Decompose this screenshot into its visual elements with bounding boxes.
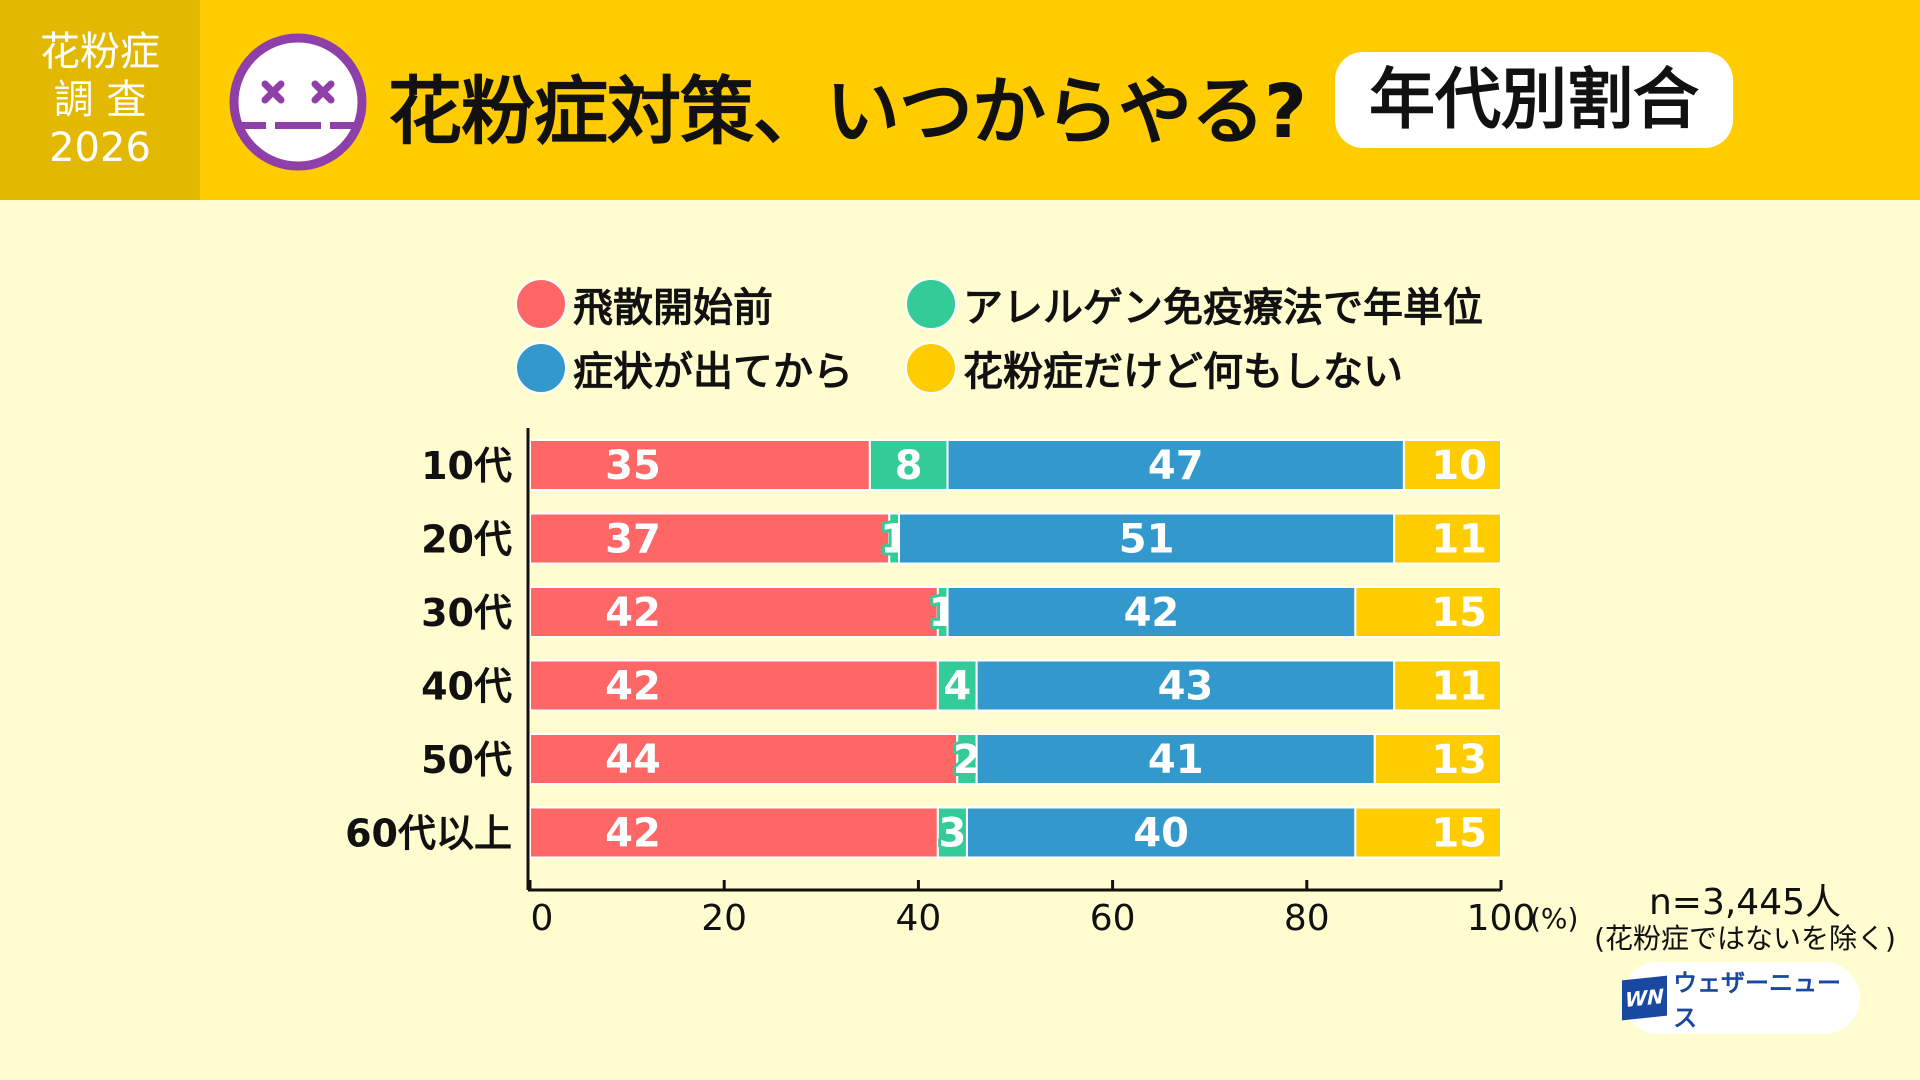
bar-segment	[965, 806, 1357, 859]
data-label: 37	[605, 517, 661, 563]
bar-segment	[1402, 439, 1503, 491]
bar-segment	[1393, 659, 1502, 712]
data-label: 35	[605, 443, 661, 489]
bar-segment	[1354, 586, 1502, 638]
x-tick-label: 60	[1090, 898, 1136, 939]
legend-swatch	[515, 278, 567, 330]
x-tick-label: 40	[895, 898, 941, 939]
data-label: 44	[605, 737, 661, 783]
data-label: 11	[1431, 517, 1487, 563]
logo-text: ウェザーニュース	[1673, 969, 1842, 1032]
legend-swatch	[515, 342, 567, 394]
bar-segment	[868, 439, 949, 491]
header-bar: 花粉症 調 査 2026 花粉症対策、いつからやる? 年代別割合	[0, 0, 1920, 200]
data-label: 15	[1431, 811, 1487, 857]
data-label: 42	[605, 811, 661, 857]
sample-exclusion: (花粉症ではないを除く)	[1594, 922, 1896, 955]
data-label: 51	[1119, 517, 1175, 563]
legend-item: 飛散開始前	[515, 275, 773, 333]
data-label: 8	[895, 443, 923, 489]
category-label: 20代	[421, 518, 512, 562]
x-tick-label: 80	[1284, 898, 1330, 939]
bar-segment	[529, 659, 939, 712]
category-label: 60代以上	[345, 812, 512, 856]
bar-segment	[529, 733, 959, 785]
data-label: 13	[1431, 737, 1487, 783]
legend-swatch	[905, 342, 957, 394]
bar-segment	[529, 586, 939, 638]
x-unit-label: (%)	[1530, 902, 1578, 935]
data-label: 47	[1148, 443, 1204, 489]
bar-segment	[529, 806, 939, 859]
logo-mark: WN	[1622, 975, 1668, 1021]
bar-segment	[529, 439, 871, 491]
category-label: 30代	[421, 591, 512, 635]
bar-segment	[897, 512, 1396, 565]
data-label: 15	[1431, 590, 1487, 636]
legend-label: 症状が出てから	[573, 349, 853, 395]
data-label: 42	[605, 590, 661, 636]
data-label: 4	[943, 664, 971, 710]
survey-badge: 花粉症 調 査 2026	[0, 0, 200, 200]
legend-label: 花粉症だけど何もしない	[963, 349, 1403, 395]
data-label: 43	[1158, 664, 1214, 710]
bar-segment	[936, 806, 968, 859]
bar-segment	[1393, 512, 1502, 565]
page-title: 花粉症対策、いつからやる?	[388, 69, 1307, 155]
category-label: 40代	[421, 665, 512, 709]
category-label: 50代	[421, 738, 512, 782]
subtitle-pill: 年代別割合	[1335, 52, 1733, 148]
data-label: 42	[605, 664, 661, 710]
bar-segment	[1354, 806, 1502, 859]
bar-segment	[946, 439, 1405, 491]
legend-label: アレルゲン免疫療法で年単位	[963, 285, 1483, 331]
weathernews-logo: WN ウェザーニュース	[1622, 962, 1860, 1034]
category-label: 10代	[421, 444, 512, 488]
data-label: 3	[938, 811, 966, 857]
sample-note: n=3,445人 (花粉症ではないを除く)	[1585, 883, 1905, 955]
legend-item: 症状が出てから	[515, 339, 853, 397]
bar-segment	[1373, 733, 1503, 785]
legend-label: 飛散開始前	[573, 285, 773, 331]
badge-line: 花粉症	[40, 29, 160, 75]
x-tick-label: 100	[1467, 898, 1536, 939]
data-label: 40	[1133, 811, 1189, 857]
legend-item: アレルゲン免疫療法で年単位	[905, 275, 1483, 333]
dizzy-face-icon	[229, 33, 367, 171]
data-label: 10	[1431, 443, 1487, 489]
data-label: 42	[1124, 590, 1180, 636]
badge-line: 2026	[49, 125, 151, 171]
legend-item: 花粉症だけど何もしない	[905, 339, 1403, 397]
bar-segment	[529, 512, 891, 565]
badge-line: 調 査	[53, 77, 147, 123]
data-label: 11	[1431, 664, 1487, 710]
x-tick-label: 0	[531, 898, 554, 939]
data-label: 41	[1148, 737, 1204, 783]
x-tick-label: 20	[701, 898, 747, 939]
legend-swatch	[905, 278, 957, 330]
sample-size: n=3,445人	[1648, 882, 1842, 923]
